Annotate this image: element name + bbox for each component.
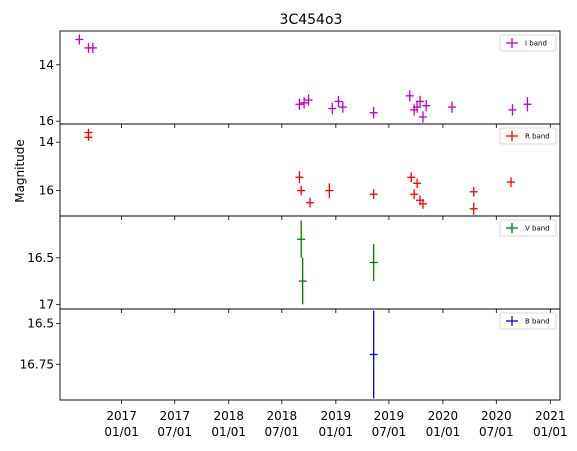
data-point bbox=[416, 95, 425, 108]
legend-box bbox=[499, 127, 557, 145]
data-point bbox=[369, 189, 378, 200]
data-point bbox=[328, 102, 337, 115]
y-tick-label: 16.75 bbox=[20, 357, 54, 371]
panel-3: 16.5 17 V band bbox=[27, 215, 561, 313]
x-tick-label: 2018 07/01 bbox=[265, 409, 300, 439]
y-tick-label: 14 bbox=[39, 135, 54, 149]
legend: R band bbox=[499, 127, 557, 145]
x-tick-label-line: 2021 bbox=[535, 409, 566, 423]
x-tick-label: 2021 01/01 bbox=[533, 409, 568, 439]
x-tick-label-line: 2017 bbox=[106, 409, 137, 423]
data-point bbox=[407, 172, 416, 183]
x-tick-label-line: 2019 bbox=[374, 409, 405, 423]
chart-title: 3C454o3 bbox=[280, 12, 343, 28]
data-point bbox=[298, 257, 307, 305]
data-point bbox=[469, 186, 478, 197]
y-tick-label: 17 bbox=[39, 297, 54, 311]
x-tick-label-line: 01/01 bbox=[426, 425, 461, 439]
data-point bbox=[418, 111, 427, 123]
data-point bbox=[448, 101, 457, 113]
legend-label: I band bbox=[525, 40, 547, 48]
legend: V band bbox=[499, 219, 557, 237]
x-tick-label-line: 01/01 bbox=[211, 425, 246, 439]
x-tick-label-line: 01/01 bbox=[104, 425, 139, 439]
data-point bbox=[304, 94, 313, 106]
data-point bbox=[422, 100, 431, 112]
x-tick-label: 2019 07/01 bbox=[372, 409, 407, 439]
data-point bbox=[84, 133, 93, 141]
legend-box bbox=[499, 219, 557, 237]
panel-4: 16.5 16.75 B band bbox=[20, 308, 561, 404]
data-point bbox=[334, 95, 343, 108]
data-point bbox=[88, 42, 97, 53]
data-point bbox=[369, 310, 378, 399]
data-point bbox=[325, 183, 334, 198]
x-tick-label-line: 2018 bbox=[213, 409, 244, 423]
data-point bbox=[297, 185, 306, 196]
data-point bbox=[297, 220, 306, 258]
data-point bbox=[338, 101, 347, 113]
x-tick-label-line: 2020 bbox=[481, 409, 512, 423]
x-tick-label: 2017 01/01 bbox=[104, 409, 139, 439]
data-point bbox=[508, 104, 517, 116]
x-tick-label-line: 07/01 bbox=[479, 425, 514, 439]
y-tick-label: 16 bbox=[39, 184, 54, 198]
data-point bbox=[523, 97, 532, 112]
x-tick-label: 2019 01/01 bbox=[319, 409, 354, 439]
data-point bbox=[75, 34, 84, 45]
data-point bbox=[295, 98, 304, 110]
x-tick-label-line: 07/01 bbox=[372, 425, 407, 439]
x-tick-label-line: 2018 bbox=[267, 409, 298, 423]
data-point bbox=[418, 199, 427, 209]
data-point bbox=[506, 177, 515, 187]
x-tick-label-line: 07/01 bbox=[157, 425, 192, 439]
x-tick-label-line: 2020 bbox=[428, 409, 459, 423]
y-axis-label: Magnitude bbox=[13, 139, 27, 203]
x-tick-label: 2017 07/01 bbox=[157, 409, 192, 439]
x-tick-label: 2018 01/01 bbox=[211, 409, 246, 439]
legend-label: R band bbox=[525, 133, 550, 141]
data-point bbox=[405, 90, 414, 102]
data-point bbox=[300, 97, 309, 109]
data-point bbox=[413, 178, 422, 189]
x-tick-label-line: 2019 bbox=[321, 409, 352, 423]
legend: B band bbox=[499, 312, 557, 330]
data-point bbox=[369, 243, 378, 282]
panel-frame bbox=[59, 308, 561, 401]
x-tick-label-line: 2017 bbox=[159, 409, 190, 423]
legend-label: B band bbox=[525, 318, 550, 326]
y-tick-label: 16 bbox=[39, 114, 54, 128]
x-tick-label-line: 01/01 bbox=[533, 425, 568, 439]
x-tick-label-line: 07/01 bbox=[265, 425, 300, 439]
data-point bbox=[369, 107, 378, 119]
data-point bbox=[469, 202, 478, 215]
data-point bbox=[295, 171, 304, 184]
panels-layer: 14 16 I band 14 16 R band 16.5 17 V band 16.5 16.7… bbox=[20, 30, 561, 404]
y-tick-label: 16.5 bbox=[27, 251, 54, 265]
legend-box bbox=[499, 312, 557, 330]
y-tick-label: 14 bbox=[39, 58, 54, 72]
legend-label: V band bbox=[525, 225, 550, 233]
x-tick-label-line: 01/01 bbox=[319, 425, 354, 439]
data-point bbox=[306, 197, 314, 208]
legend: I band bbox=[499, 34, 557, 52]
legend-box bbox=[499, 34, 557, 52]
y-tick-label: 16.5 bbox=[27, 317, 54, 331]
x-tick-label: 2020 07/01 bbox=[479, 409, 514, 439]
data-point bbox=[410, 189, 419, 200]
x-tick-label: 2020 01/01 bbox=[426, 409, 461, 439]
